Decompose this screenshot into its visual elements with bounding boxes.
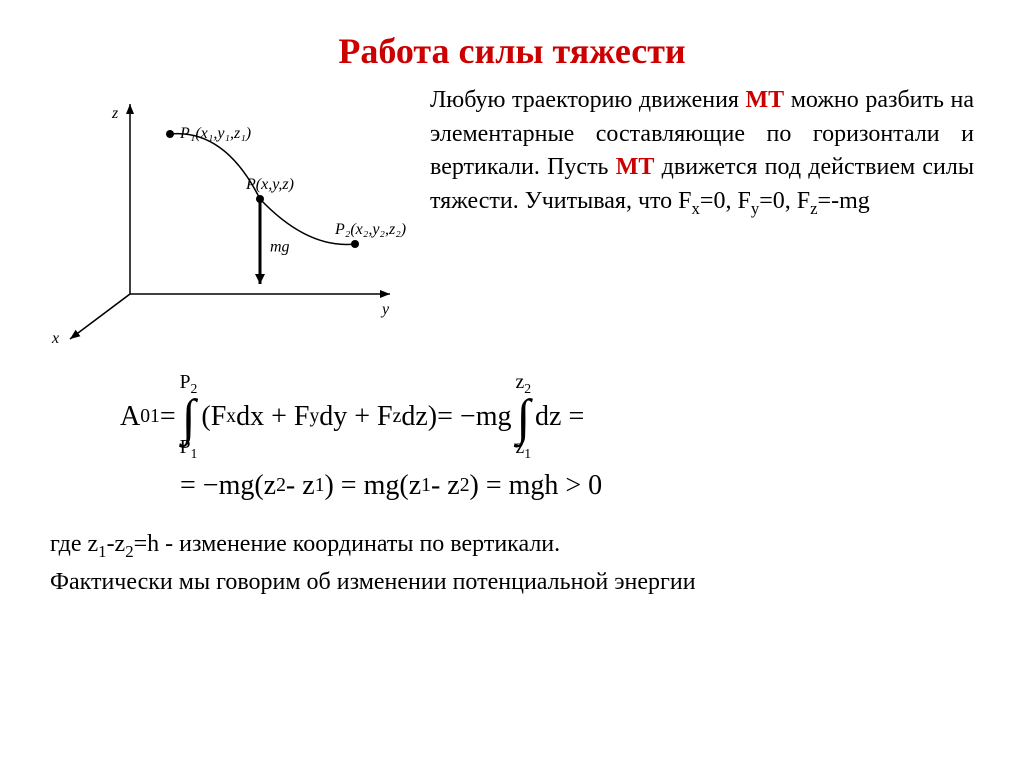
eq2-pre: = −mg(z <box>180 470 276 502</box>
eq2-close2: ) = mgh > 0 <box>470 470 603 502</box>
fx-subscript: x <box>692 199 700 218</box>
svg-text:P(x,y,z): P(x,y,z) <box>245 176 294 193</box>
work-subscript: 01 <box>140 406 160 428</box>
svg-text:P₁(x₁,y₁,z₁): P₁(x₁,y₁,z₁) <box>179 125 251 142</box>
bottom-line-2: Фактически мы говорим об изменении потен… <box>50 564 974 600</box>
fy-subscript: y <box>751 199 759 218</box>
svg-text:mg: mg <box>270 239 290 256</box>
svg-text:x: x <box>51 330 59 344</box>
para-text-1: Любую траекторию движения <box>430 87 746 113</box>
description-paragraph: Любую траекторию движения МТ можно разби… <box>430 84 974 220</box>
bottom-text: где z1-z2=h - изменение координаты по ве… <box>50 526 974 600</box>
top-row: z y x P₁(x₁,y₁,z₁) P(x,y,z) P₂(x₂,y₂,z₂) mg Лю… <box>50 84 974 344</box>
bot-s2: 2 <box>125 542 133 561</box>
int-fx-sub: x <box>226 406 236 428</box>
equation-line-2: = −mg(z 2 - z1 ) = mg(z 1 - z2 ) = mgh >… <box>120 470 974 502</box>
svg-text:z: z <box>111 105 119 122</box>
int-dx: dx + F <box>236 401 309 433</box>
int-fz-sub: z <box>393 406 402 428</box>
eq2-s2b: 2 <box>460 475 470 497</box>
eq2-s1b: 1 <box>421 475 431 497</box>
svg-text:y: y <box>380 301 390 318</box>
integral-sign-2: ∫ <box>516 397 530 437</box>
bot-s1: 1 <box>98 542 106 561</box>
eq2-mid2: - z <box>431 470 460 502</box>
title-text: Работа силы тяжести <box>338 31 685 71</box>
equals-1: = <box>160 401 176 433</box>
eq-dz2: dz = <box>535 401 584 433</box>
para-eq-1: =0, F <box>700 188 751 214</box>
slide-title: Работа силы тяжести <box>50 30 974 72</box>
bot-l1-b: -z <box>107 531 126 557</box>
eq2-close1: ) = mg(z <box>324 470 421 502</box>
eq2-s2: 2 <box>276 475 286 497</box>
eq-mid: = −mg <box>437 401 511 433</box>
eq2-mid1: - z <box>286 470 315 502</box>
integral-2: z2 ∫ z1 <box>515 372 531 462</box>
mt-abbrev-1: МТ <box>746 87 785 113</box>
equation-line-1: A01 = P2 ∫ P1 (Fxdx + Fydy + Fzdz) = −mg… <box>120 372 974 462</box>
int-dz: dz) <box>401 401 437 433</box>
int-fy-sub: y <box>309 406 319 428</box>
int1-lower: P1 <box>180 437 198 462</box>
svg-text:P₂(x₂,y₂,z₂): P₂(x₂,y₂,z₂) <box>334 221 406 238</box>
mt-abbrev-2: МТ <box>616 154 655 180</box>
para-eq-3: =-mg <box>818 188 870 214</box>
para-eq-2: =0, F <box>759 188 810 214</box>
trajectory-diagram: z y x P₁(x₁,y₁,z₁) P(x,y,z) P₂(x₂,y₂,z₂) mg <box>50 84 410 344</box>
int-dy: dy + F <box>319 401 392 433</box>
integrand-open: (F <box>201 401 226 433</box>
integral-sign-1: ∫ <box>182 397 196 437</box>
bot-l1-c: =h - изменение координаты по вертикали. <box>134 531 561 557</box>
fz-subscript: z <box>810 199 817 218</box>
int2-lower: z1 <box>515 437 531 462</box>
work-symbol: A <box>120 401 140 433</box>
bottom-line-1: где z1-z2=h - изменение координаты по ве… <box>50 526 974 564</box>
bot-l1-a: где z <box>50 531 98 557</box>
equation-block: A01 = P2 ∫ P1 (Fxdx + Fydy + Fzdz) = −mg… <box>50 372 974 502</box>
integral-1: P2 ∫ P1 <box>180 372 198 462</box>
eq2-s1: 1 <box>315 475 325 497</box>
